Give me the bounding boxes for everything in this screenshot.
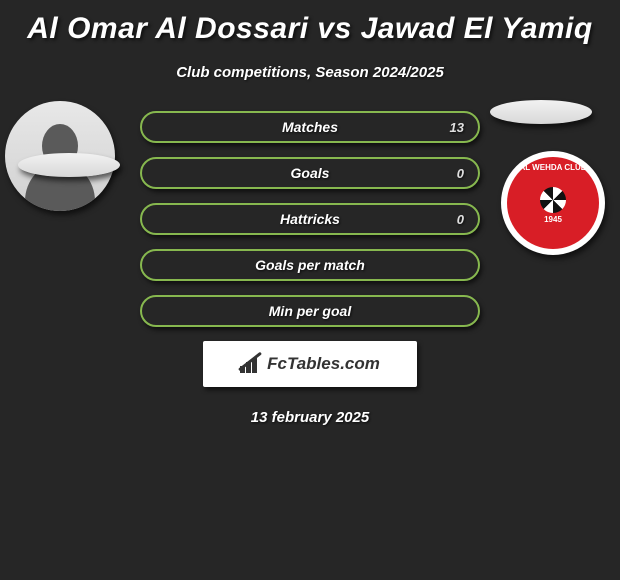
stat-bar-matches: Matches 13 bbox=[140, 111, 480, 143]
stat-value: 13 bbox=[450, 120, 464, 135]
comparison-body: AL WEHDA CLUB 1945 Matches 13 Goals 0 Ha… bbox=[0, 111, 620, 426]
brand-text: FcTables.com bbox=[240, 354, 380, 374]
page-title: Al Omar Al Dossari vs Jawad El Yamiq bbox=[0, 0, 620, 46]
stat-bar-goals-per-match: Goals per match bbox=[140, 249, 480, 281]
stat-value: 0 bbox=[457, 212, 464, 227]
stat-label: Goals bbox=[291, 165, 330, 181]
brand-box: FcTables.com bbox=[203, 341, 417, 387]
comparison-container: Al Omar Al Dossari vs Jawad El Yamiq Clu… bbox=[0, 0, 620, 580]
stat-value: 0 bbox=[457, 166, 464, 181]
club-name: AL WEHDA CLUB bbox=[519, 163, 586, 172]
stats-bars: Matches 13 Goals 0 Hattricks 0 Goals per… bbox=[140, 111, 480, 327]
football-icon bbox=[540, 187, 566, 213]
club-badge-inner: AL WEHDA CLUB 1945 bbox=[507, 157, 599, 249]
stat-bar-min-per-goal: Min per goal bbox=[140, 295, 480, 327]
chart-icon bbox=[240, 355, 264, 373]
stat-bar-goals: Goals 0 bbox=[140, 157, 480, 189]
stat-label: Goals per match bbox=[255, 257, 365, 273]
stat-bar-hattricks: Hattricks 0 bbox=[140, 203, 480, 235]
brand-label: FcTables.com bbox=[267, 354, 380, 374]
club-year: 1945 bbox=[544, 215, 562, 224]
stat-label: Min per goal bbox=[269, 303, 351, 319]
stat-label: Matches bbox=[282, 119, 338, 135]
stat-label: Hattricks bbox=[280, 211, 340, 227]
player-photo-right bbox=[490, 100, 592, 124]
club-badge-right: AL WEHDA CLUB 1945 bbox=[501, 151, 605, 255]
page-subtitle: Club competitions, Season 2024/2025 bbox=[0, 64, 620, 81]
date-text: 13 february 2025 bbox=[0, 409, 620, 426]
club-badge-left bbox=[18, 153, 120, 177]
